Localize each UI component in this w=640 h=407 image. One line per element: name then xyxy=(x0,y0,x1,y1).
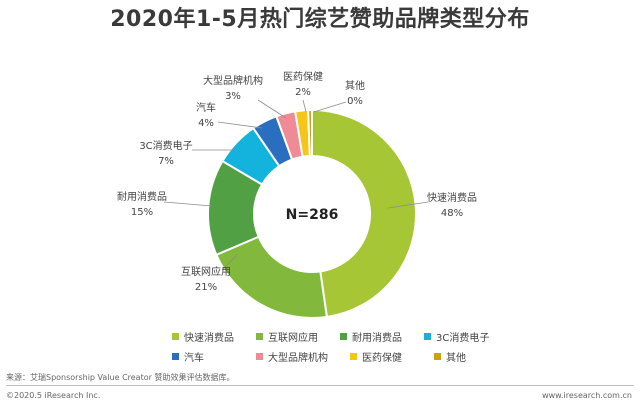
legend-label: 快速消费品 xyxy=(184,332,234,344)
footer-divider xyxy=(6,385,634,386)
leader-line-fmcg xyxy=(387,201,429,209)
slice-label-internet-apps: 互联网应用 xyxy=(181,265,231,278)
leader-line-healthcare xyxy=(302,99,307,113)
legend-swatch xyxy=(256,352,263,360)
slice-value-durables: 15% xyxy=(131,207,153,218)
legend-item-3c-electronics: 3C消费电子 xyxy=(424,329,508,344)
legend-label: 耐用消费品 xyxy=(352,332,402,344)
legend-item-other: 其他 xyxy=(434,349,518,364)
center-label: N=286 xyxy=(286,207,339,223)
legend-label: 大型品牌机构 xyxy=(268,352,328,364)
leader-line-auto xyxy=(217,121,263,129)
legend-item-internet-apps: 互联网应用 xyxy=(256,329,340,344)
slice-value-auto: 4% xyxy=(198,118,214,129)
donut-slice-fmcg xyxy=(311,108,417,319)
slice-label-brand-institutions: 大型品牌机构 xyxy=(203,74,263,87)
chart-title: 2020年1-5月热门综艺赞助品牌类型分布 xyxy=(110,7,530,32)
legend-swatch xyxy=(434,352,441,360)
slice-label-other: 其他 xyxy=(345,79,365,92)
legend-swatch xyxy=(350,352,357,360)
slice-value-brand-institutions: 3% xyxy=(225,91,241,102)
legend-item-brand-institutions: 大型品牌机构 xyxy=(256,349,350,364)
donut-slice-other xyxy=(307,108,313,158)
legend: 快速消费品 互联网应用 耐用消费品 3C消费电子 汽车 大型品牌机构 医药保健 xyxy=(172,326,592,366)
legend-row-2: 汽车 大型品牌机构 医药保健 其他 xyxy=(172,346,592,366)
legend-item-healthcare: 医药保健 xyxy=(350,349,434,364)
donut-slice-internet-apps xyxy=(215,235,329,319)
website-text: www.iresearch.com.cn xyxy=(542,391,632,400)
legend-label: 医药保健 xyxy=(362,352,402,364)
legend-row-1: 快速消费品 互联网应用 耐用消费品 3C消费电子 xyxy=(172,326,592,346)
slice-label-fmcg: 快速消费品 xyxy=(427,191,477,204)
slice-label-3c-electronics: 3C消费电子 xyxy=(139,139,192,152)
leader-line-durables xyxy=(163,201,213,207)
slice-label-auto: 汽车 xyxy=(196,101,216,114)
leader-line-internet-apps xyxy=(221,253,239,271)
copyright-text: ©2020.5 iResearch Inc. xyxy=(6,391,101,400)
legend-swatch xyxy=(424,332,431,340)
legend-swatch xyxy=(172,332,179,340)
slice-label-durables: 耐用消费品 xyxy=(117,190,167,203)
slice-value-3c-electronics: 7% xyxy=(158,156,174,167)
leader-line-other xyxy=(313,101,347,113)
legend-label: 汽车 xyxy=(184,352,204,364)
slice-value-other: 0% xyxy=(347,96,363,107)
legend-label: 3C消费电子 xyxy=(436,332,490,344)
legend-label: 其他 xyxy=(446,352,466,364)
slice-value-fmcg: 48% xyxy=(441,208,463,219)
donut-chart: 快速消费品 48% 互联网应用 21% 耐用消费品 15% 3C消费电子 7% 汽车 4% 大型品牌… xyxy=(117,70,477,319)
slice-value-healthcare: 2% xyxy=(295,87,311,98)
legend-item-auto: 汽车 xyxy=(172,349,256,364)
legend-item-fmcg: 快速消费品 xyxy=(172,329,256,344)
slice-label-healthcare: 医药保健 xyxy=(283,70,323,83)
leader-line-brand-institutions xyxy=(257,99,287,119)
source-note: 来源：艾瑞Sponsorship Value Creator 赞助效果评估数据库… xyxy=(6,373,235,382)
legend-label: 互联网应用 xyxy=(268,332,318,344)
legend-item-durables: 耐用消费品 xyxy=(340,329,424,344)
legend-swatch xyxy=(172,352,179,360)
legend-swatch xyxy=(256,332,263,340)
legend-swatch xyxy=(340,332,347,340)
slice-value-internet-apps: 21% xyxy=(195,282,217,293)
